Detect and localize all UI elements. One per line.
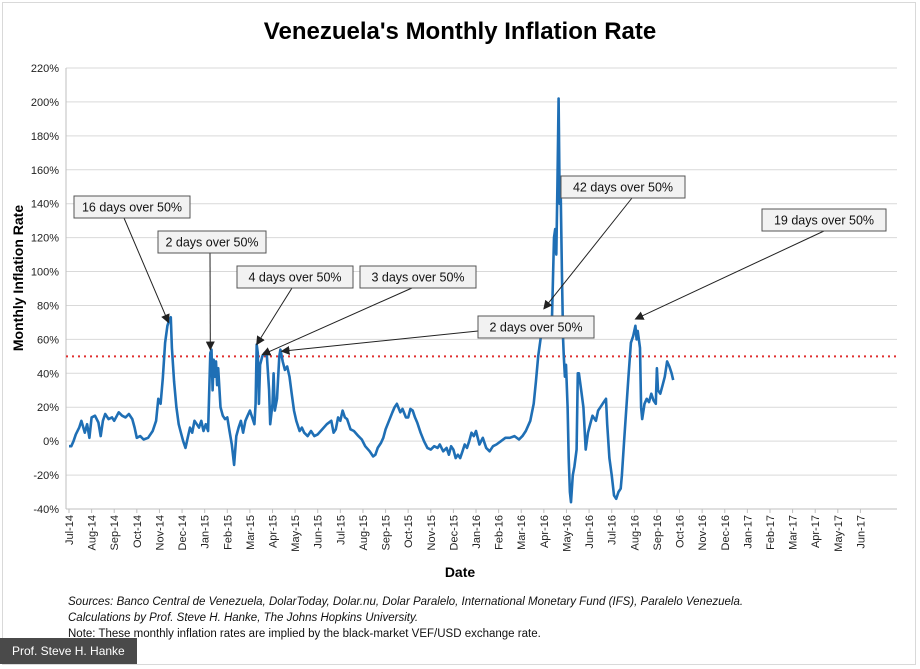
- y-tick-label: 180%: [31, 131, 59, 143]
- sources-note: Sources: Banco Central de Venezuela, Dol…: [68, 596, 744, 608]
- x-tick-label: Sep-15: [381, 515, 393, 550]
- annotation-label: 3 days over 50%: [371, 271, 464, 285]
- y-tick-label: 100%: [31, 267, 59, 279]
- x-tick-label: Aug-16: [629, 515, 641, 550]
- x-tick-label: Sep-16: [652, 515, 664, 550]
- y-tick-label: -20%: [33, 470, 59, 482]
- annotation-arrow: [261, 287, 413, 356]
- x-tick-label: Mar-15: [245, 515, 257, 550]
- x-tick-label: Feb-15: [222, 515, 234, 550]
- x-tick-label: Nov-15: [426, 515, 438, 550]
- x-tick-label: Feb-17: [765, 515, 777, 550]
- x-tick-label: Apr-17: [810, 515, 822, 548]
- y-tick-label: 160%: [31, 165, 59, 177]
- annotation-label: 2 days over 50%: [489, 321, 582, 335]
- x-tick-label: Aug-14: [87, 515, 99, 550]
- x-tick-label: Dec-15: [448, 515, 460, 550]
- x-tick-label: May-16: [561, 515, 573, 552]
- x-tick-label: Jul-16: [607, 515, 619, 545]
- x-tick-label: Jun-15: [313, 515, 325, 549]
- inflation-series-line: [69, 97, 675, 504]
- annotation-label: 19 days over 50%: [774, 214, 874, 228]
- credit-badge: Prof. Steve H. Hanke: [0, 638, 137, 664]
- x-tick-label: Nov-16: [697, 515, 709, 550]
- x-tick-label: Oct-15: [403, 515, 415, 548]
- annotation-arrow: [123, 217, 170, 324]
- x-tick-label: Jul-14: [64, 515, 76, 545]
- footnotes: Sources: Banco Central de Venezuela, Dol…: [68, 594, 743, 642]
- annotation-box: [73, 195, 191, 219]
- y-tick-label: 200%: [31, 97, 59, 109]
- x-axis-label: Date: [444, 564, 476, 580]
- calculations-note: Calculations by Prof. Steve H. Hanke, Th…: [68, 612, 419, 624]
- x-tick-label: Apr-16: [539, 515, 551, 548]
- x-tick-label: Jun-17: [855, 515, 867, 549]
- annotation-label: 2 days over 50%: [165, 236, 258, 250]
- x-tick-label: Jan-15: [200, 515, 212, 549]
- annotation-arrow: [280, 330, 479, 355]
- y-tick-label: 140%: [31, 199, 59, 211]
- x-tick-label: Dec-14: [177, 515, 189, 550]
- x-tick-label: Jan-16: [471, 515, 483, 549]
- x-tick-label: Sep-14: [109, 515, 121, 550]
- annotation-box: [560, 175, 686, 199]
- y-tick-label: 80%: [37, 300, 59, 312]
- x-tick-label: Dec-16: [720, 515, 732, 550]
- y-tick-label: -40%: [33, 504, 59, 516]
- annotation-box: [477, 315, 595, 339]
- x-tick-label: Aug-15: [358, 515, 370, 550]
- x-tick-label: Nov-14: [154, 515, 166, 550]
- annotation-box: [236, 265, 354, 289]
- annotation-label: 4 days over 50%: [248, 271, 341, 285]
- x-tick-label: May-17: [833, 515, 845, 552]
- x-tick-label: Apr-15: [268, 515, 280, 548]
- x-tick-label: Oct-16: [675, 515, 687, 548]
- x-tick-label: Oct-14: [132, 515, 144, 548]
- x-tick-label: Feb-16: [494, 515, 506, 550]
- chart-title: Venezuela's Monthly Inflation Rate: [263, 18, 657, 45]
- y-tick-label: 20%: [37, 402, 59, 414]
- annotation-arrow: [256, 287, 293, 346]
- y-tick-label: 0%: [43, 436, 59, 448]
- x-tick-label: Jun-16: [584, 515, 596, 549]
- annotation-arrow: [634, 230, 825, 320]
- x-tick-label: May-15: [290, 515, 302, 552]
- y-tick-label: 40%: [37, 368, 59, 380]
- x-tick-label: Jul-15: [335, 515, 347, 545]
- y-tick-label: 220%: [31, 63, 59, 75]
- x-tick-label: Mar-17: [788, 515, 800, 550]
- x-tick-label: Jan-17: [742, 515, 754, 549]
- y-tick-label: 120%: [31, 233, 59, 245]
- annotation-box: [761, 208, 887, 232]
- x-tick-label: Mar-16: [516, 515, 528, 550]
- y-axis-label: Monthly Inflation Rate: [10, 204, 26, 352]
- annotation-arrow: [543, 197, 633, 310]
- annotation-label: 16 days over 50%: [82, 201, 182, 215]
- annotation-label: 42 days over 50%: [573, 181, 673, 195]
- y-tick-label: 60%: [37, 334, 59, 346]
- exchange-rate-note: Note: These monthly inflation rates are …: [68, 628, 541, 640]
- annotation-box: [359, 265, 477, 289]
- annotation-box: [157, 230, 267, 254]
